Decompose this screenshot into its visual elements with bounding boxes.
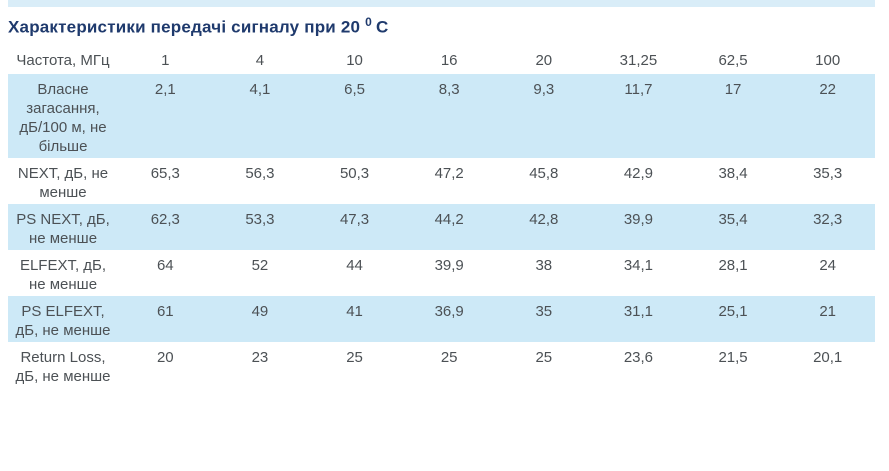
- cell-value: 56,3: [245, 164, 275, 182]
- cell-value: 25: [440, 348, 458, 366]
- column-header-value: 100: [815, 51, 841, 69]
- cell-value: 39,9: [623, 210, 654, 228]
- cell-value: 47,2: [434, 164, 464, 182]
- column-header-frequency: Частота, МГц: [16, 51, 110, 69]
- cell-value: 61: [156, 302, 174, 320]
- cell-value: 23: [251, 348, 269, 366]
- cell-value: 25: [535, 348, 553, 366]
- cell-value: 45,8: [529, 164, 559, 182]
- cell-value: 31,1: [623, 302, 654, 320]
- cell-value: 28,1: [718, 256, 748, 274]
- cell-value: 42,9: [623, 164, 654, 182]
- row-label: Власне загасання, дБ/100 м, не більше: [19, 80, 107, 155]
- cell-value: 64: [156, 256, 174, 274]
- table-row: NEXT, дБ, не менше 65,3 56,3 50,3 47,2 4…: [8, 158, 875, 204]
- table-row: PS ELFEXT, дБ, не менше 61 49 41 36,9 35…: [8, 295, 875, 342]
- cell-value: 65,3: [150, 164, 180, 182]
- cell-value: 20,1: [813, 348, 843, 366]
- cell-value: 25: [346, 348, 363, 366]
- cell-value: 8,3: [438, 80, 460, 98]
- column-header-value: 1: [161, 51, 170, 69]
- content-area: Характеристики передачі сигналу при 20 0 С…: [8, 0, 889, 388]
- cell-value: 38: [535, 256, 553, 274]
- cell-value: 2,1: [154, 80, 176, 98]
- cell-value: 11,7: [624, 80, 653, 98]
- cell-value: 32,3: [813, 210, 843, 228]
- cell-value: 50,3: [339, 164, 370, 182]
- column-header-value: 4: [255, 51, 265, 69]
- signal-characteristics-table: Частота, МГц 1 4 10 16 20 31,25 62,5 100…: [8, 43, 875, 388]
- cell-value: 47,3: [339, 210, 370, 228]
- row-label: PS NEXT, дБ, не менше: [16, 210, 110, 247]
- table-row: Return Loss, дБ, не менше 20 23 25 25 25…: [8, 342, 875, 388]
- table-header-row: Частота, МГц 1 4 10 16 20 31,25 62,5 100: [8, 43, 875, 74]
- row-label: NEXT, дБ, не менше: [17, 164, 109, 201]
- cell-value: 62,3: [150, 210, 180, 228]
- column-header-value: 16: [440, 51, 458, 69]
- column-header-value: 10: [346, 51, 363, 69]
- page-title: Характеристики передачі сигналу при 20 0 С: [8, 15, 889, 38]
- cell-value: 53,3: [245, 210, 275, 228]
- row-label: ELFEXT, дБ, не менше: [19, 256, 107, 293]
- column-header-value: 20: [535, 51, 553, 69]
- cell-value: 44,2: [434, 210, 464, 228]
- cell-value: 23,6: [623, 348, 654, 366]
- cell-value: 41: [346, 302, 363, 320]
- cell-value: 20: [156, 348, 174, 366]
- cell-value: 17: [724, 80, 742, 98]
- column-header-value: 62,5: [718, 51, 748, 69]
- table-row: ELFEXT, дБ, не менше 64 52 44 39,9 38 34…: [8, 250, 875, 296]
- top-stripe-decoration: [8, 0, 875, 7]
- page-title-unit: С: [376, 17, 389, 37]
- cell-value: 6,5: [344, 80, 365, 98]
- cell-value: 42,8: [529, 210, 559, 228]
- cell-value: 35: [535, 302, 553, 320]
- cell-value: 25,1: [718, 302, 748, 320]
- table-row: Власне загасання, дБ/100 м, не більше 2,…: [8, 73, 875, 158]
- cell-value: 52: [251, 256, 269, 274]
- page-title-text: Характеристики передачі сигналу при 20: [8, 17, 361, 37]
- cell-value: 4,1: [249, 80, 271, 98]
- cell-value: 35,4: [718, 210, 748, 228]
- cell-value: 39,9: [434, 256, 464, 274]
- row-label: PS ELFEXT, дБ, не менше: [15, 302, 111, 339]
- cell-value: 36,9: [434, 302, 464, 320]
- table-row: PS NEXT, дБ, не менше 62,3 53,3 47,3 44,…: [8, 203, 875, 250]
- cell-value: 35,3: [813, 164, 843, 182]
- cell-value: 38,4: [718, 164, 748, 182]
- cell-value: 44: [346, 256, 363, 274]
- cell-value: 9,3: [533, 80, 555, 98]
- cell-value: 22: [819, 80, 837, 98]
- column-header-value: 31,25: [619, 51, 658, 69]
- cell-value: 21: [819, 302, 837, 320]
- page-title-superscript: 0: [365, 15, 373, 29]
- row-label: Return Loss, дБ, не менше: [15, 348, 111, 385]
- cell-value: 49: [251, 302, 269, 320]
- cell-value: 21,5: [718, 348, 748, 366]
- cell-value: 24: [819, 256, 837, 274]
- cell-value: 34,1: [623, 256, 654, 274]
